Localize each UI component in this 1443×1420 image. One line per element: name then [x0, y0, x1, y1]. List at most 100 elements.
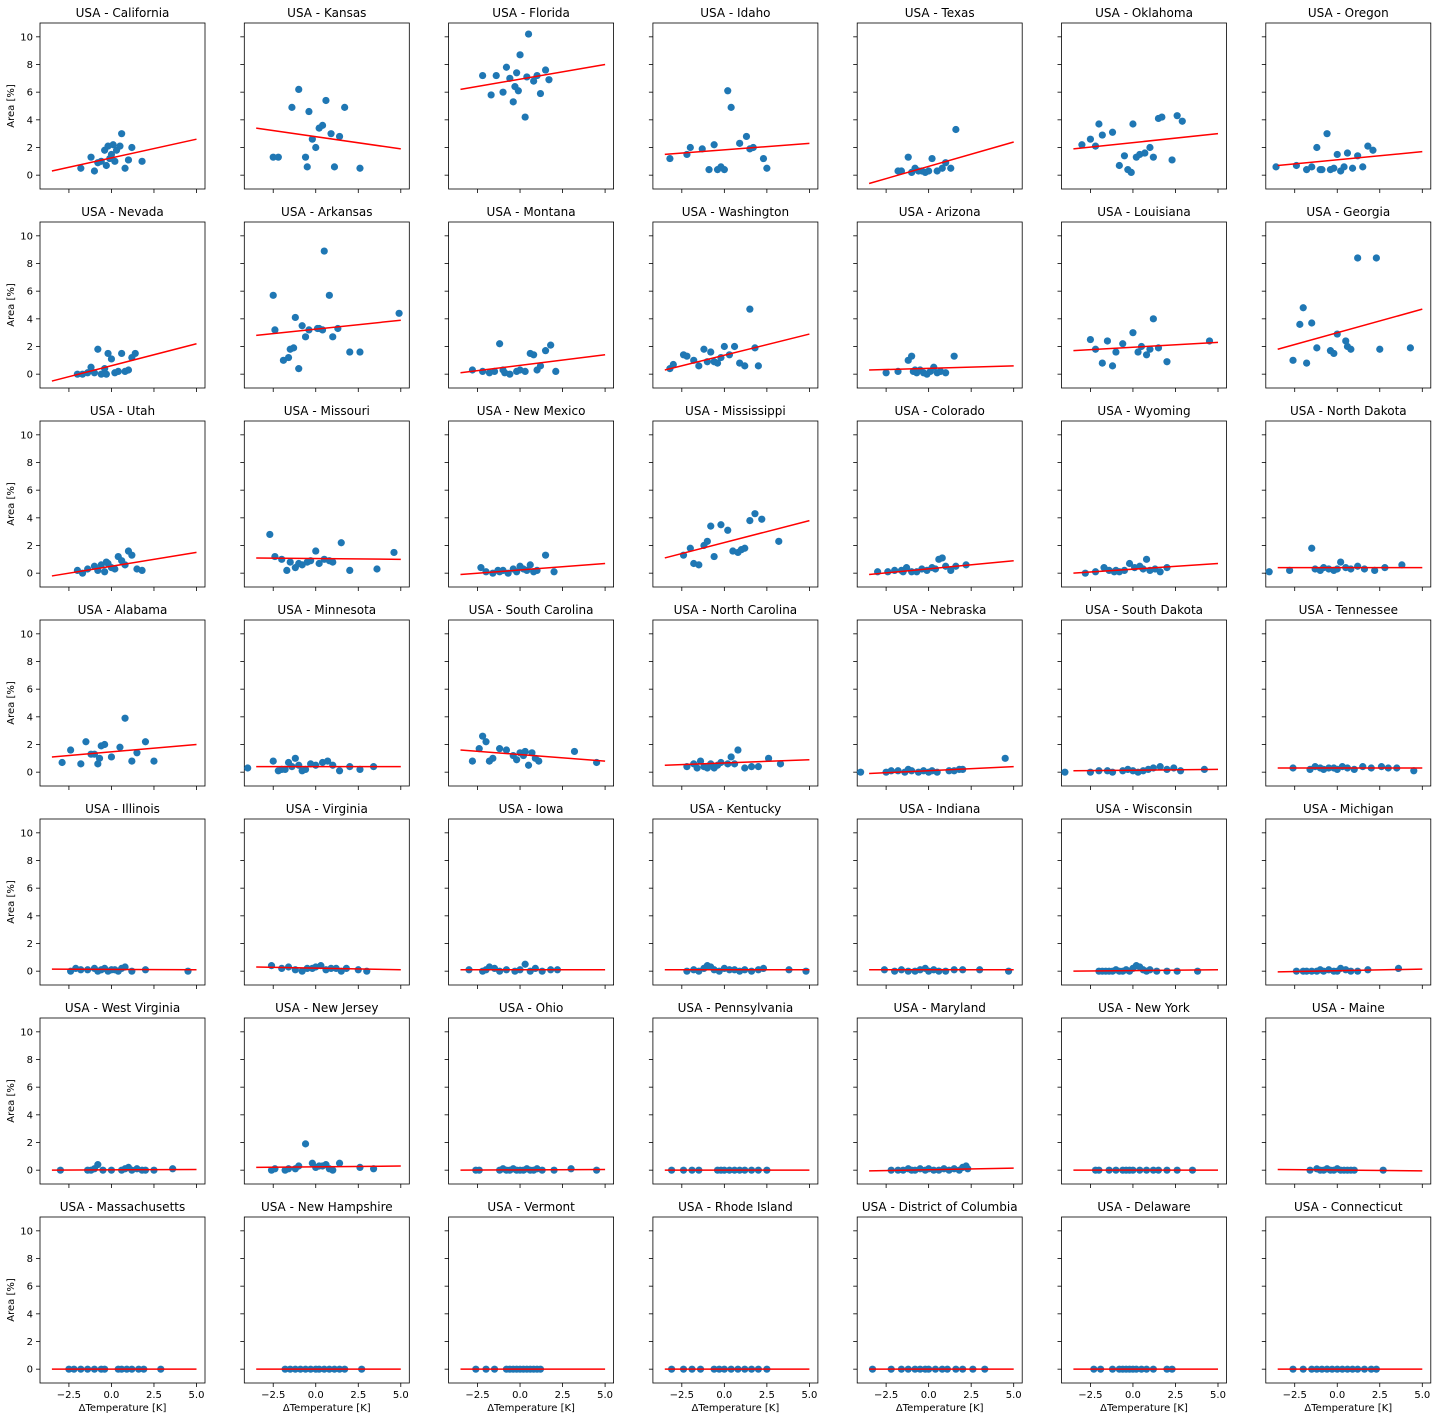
y-tick-label: 10 [20, 1027, 33, 1038]
data-point [320, 247, 328, 255]
data-point [107, 753, 116, 761]
data-point [764, 754, 773, 762]
data-point [724, 87, 732, 95]
y-tick-label: 4 [27, 712, 33, 723]
data-point [904, 153, 912, 161]
data-point [312, 547, 320, 555]
y-tick-label: 2 [27, 939, 33, 950]
data-point [395, 309, 403, 317]
plot-frame [1265, 1017, 1432, 1185]
subplot-title: USA - North Dakota [1290, 404, 1407, 418]
data-point [509, 98, 517, 106]
x-tick-label: 2.5 [1168, 1390, 1184, 1401]
data-point [337, 539, 345, 547]
x-tick-label: 5.0 [1210, 1390, 1226, 1401]
data-point [271, 326, 279, 334]
y-tick-label: 6 [27, 685, 33, 696]
plot-frame [448, 1017, 615, 1185]
subplot: USA - Connecticut −2.5 0.0 2.5 5.0 ΔTemperatu… [1261, 1200, 1432, 1414]
y-tick-label: 0 [27, 1166, 33, 1177]
data-point [759, 964, 768, 973]
data-point [928, 154, 936, 163]
data-point [1394, 964, 1403, 973]
data-point [710, 552, 718, 561]
y-axis-label: Area [%] [6, 681, 17, 725]
plot-frame [652, 22, 819, 190]
subplot: USA - Oregon [1261, 6, 1432, 193]
data-point [356, 164, 364, 172]
data-point [479, 732, 487, 740]
data-point [754, 763, 762, 771]
data-point [284, 1165, 293, 1173]
plot-frame [856, 818, 1023, 986]
data-point [295, 1162, 303, 1170]
data-point [952, 125, 960, 134]
data-point [128, 143, 136, 152]
plot-frame [39, 818, 206, 986]
data-point [1125, 559, 1134, 568]
subplot-title: USA - Vermont [487, 1200, 575, 1214]
data-point [1337, 558, 1345, 566]
data-point [492, 71, 500, 80]
x-tick-label: 2.5 [146, 1390, 162, 1401]
data-point [67, 746, 75, 754]
data-point [550, 568, 558, 576]
data-point [705, 166, 713, 174]
plot-frame [448, 1216, 615, 1384]
x-axis-label: ΔTemperature [K] [283, 1403, 371, 1414]
data-point [734, 746, 742, 754]
data-point [1347, 345, 1355, 353]
data-point [335, 1159, 344, 1167]
data-point [101, 740, 109, 749]
y-tick-label: 8 [27, 1055, 33, 1066]
subplot: USA - Minnesota [240, 603, 410, 790]
data-point [908, 352, 916, 360]
x-tick-label: 5.0 [801, 1390, 817, 1401]
plot-frame [652, 619, 819, 787]
x-tick-label: 0.0 [103, 1390, 119, 1401]
plot-frame [1265, 1216, 1432, 1384]
plot-frame [448, 22, 615, 190]
data-point [552, 367, 560, 375]
data-point [335, 767, 344, 775]
data-point [118, 349, 126, 358]
data-point [1081, 569, 1089, 577]
data-point [298, 322, 306, 330]
y-tick-label: 4 [27, 314, 33, 325]
data-point [116, 142, 124, 150]
data-point [741, 764, 749, 772]
subplot: USA - Florida [444, 6, 615, 193]
x-tick-label: 0.0 [921, 1390, 937, 1401]
x-tick-label: 0.0 [716, 1390, 732, 1401]
data-point [1308, 163, 1316, 171]
subplot-title: USA - North Carolina [674, 603, 798, 617]
y-tick-label: 10 [20, 629, 33, 640]
subplot-title: USA - Virginia [286, 802, 368, 816]
data-point [513, 69, 521, 77]
plot-frame [652, 1017, 819, 1185]
data-point [1173, 112, 1181, 120]
subplot-title: USA - Oregon [1308, 6, 1389, 20]
data-point [541, 551, 550, 559]
data-point [354, 966, 362, 974]
plot-frame [1061, 1017, 1227, 1185]
data-point [1193, 967, 1202, 975]
subplot-title: USA - Pennsylvania [678, 1001, 794, 1015]
data-point [482, 568, 490, 576]
plot-frame [243, 22, 410, 190]
trend-line [868, 141, 1014, 185]
data-point [686, 143, 694, 152]
subplot-title: USA - California [76, 6, 170, 20]
data-point [118, 130, 126, 138]
subplot-title: USA - Connecticut [1294, 1200, 1403, 1214]
data-point [109, 141, 117, 149]
data-point [947, 164, 955, 172]
trend-line [51, 343, 197, 382]
plot-frame [652, 221, 819, 389]
data-point [897, 167, 906, 175]
subplot-title: USA - Colorado [894, 404, 984, 418]
data-point [479, 71, 487, 80]
data-point [1098, 131, 1106, 139]
data-point [524, 761, 533, 769]
subplot-title: USA - Tennessee [1299, 603, 1398, 617]
